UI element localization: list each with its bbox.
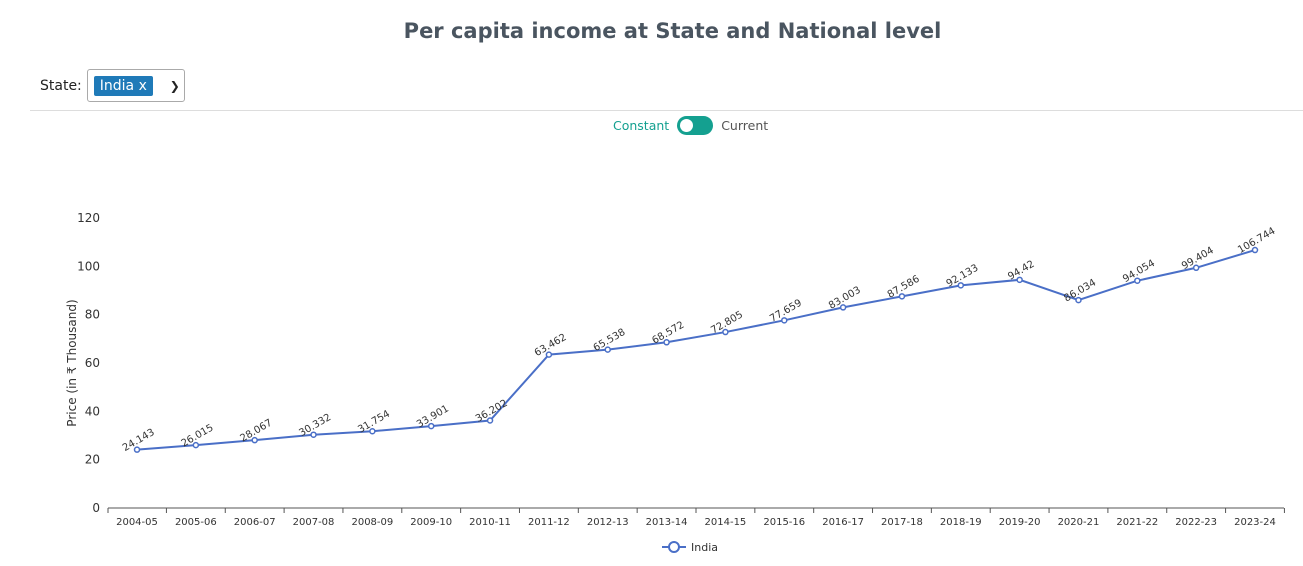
data-point — [722, 328, 729, 336]
x-tick-label: 2021-22 — [1116, 517, 1158, 528]
x-tick-label: 2006-07 — [234, 517, 276, 528]
toggle-label-current[interactable]: Current — [721, 118, 769, 133]
data-point — [1016, 276, 1023, 284]
x-tick-label: 2023-24 — [1234, 517, 1276, 528]
selected-state-tag[interactable]: India x — [93, 75, 153, 96]
x-tick-label: 2014-15 — [705, 517, 747, 528]
x-tick-label: 2010-11 — [469, 517, 511, 528]
chevron-down-icon[interactable]: ❯ — [169, 78, 180, 93]
x-tick-label: 2005-06 — [175, 517, 217, 528]
x-tick-label: 2004-05 — [116, 517, 158, 528]
series-line — [136, 249, 1256, 451]
data-point — [839, 304, 847, 311]
data-point — [1075, 296, 1082, 304]
price-toggle: Constant Current — [613, 116, 768, 135]
toggle-knob — [680, 119, 694, 132]
x-tick-label: 2020-21 — [1058, 517, 1100, 528]
data-point — [192, 441, 200, 449]
x-tick-label: 2019-20 — [999, 517, 1041, 528]
y-tick-label: 60 — [85, 356, 100, 370]
data-point — [251, 436, 258, 444]
data-point — [957, 282, 965, 289]
data-point — [604, 346, 611, 353]
data-point — [1251, 246, 1259, 254]
data-point — [1134, 277, 1141, 284]
data-point — [898, 293, 906, 300]
y-tick-label: 80 — [85, 308, 100, 322]
data-point — [369, 428, 376, 435]
toggle-switch[interactable] — [677, 116, 714, 135]
x-tick-label: 2017-18 — [881, 517, 923, 528]
x-tick-label: 2012-13 — [587, 517, 629, 528]
y-tick-label: 100 — [77, 259, 100, 273]
state-filter: State: India x ❯ — [40, 69, 185, 102]
data-point — [1192, 264, 1200, 272]
state-select[interactable]: India x ❯ — [86, 69, 185, 102]
y-tick-label: 0 — [92, 501, 100, 515]
x-tick-label: 2007-08 — [293, 517, 335, 528]
y-tick-label: 20 — [85, 453, 100, 467]
data-point — [781, 317, 788, 324]
x-tick-label: 2009-10 — [410, 517, 452, 528]
y-tick-label: 40 — [85, 404, 100, 418]
x-tick-label: 2011-12 — [528, 517, 570, 528]
data-point — [427, 422, 435, 430]
legend-marker — [668, 541, 680, 553]
x-tick-label: 2015-16 — [763, 517, 805, 528]
x-tick-label: 2018-19 — [940, 517, 982, 528]
legend-label: India — [691, 541, 718, 554]
x-tick-label: 2016-17 — [822, 517, 864, 528]
x-tick-label: 2013-14 — [646, 517, 688, 528]
state-label: State: — [40, 77, 82, 94]
x-tick-label: 2008-09 — [351, 517, 393, 528]
y-axis-label: Price (in ₹ Thousand) — [65, 299, 79, 426]
data-point — [663, 339, 670, 346]
x-tick-label: 2022-23 — [1175, 517, 1217, 528]
toggle-label-constant[interactable]: Constant — [613, 118, 670, 133]
data-point — [310, 431, 317, 438]
divider — [30, 110, 1303, 111]
data-point — [133, 446, 141, 453]
data-point — [486, 417, 494, 424]
y-tick-label: 120 — [77, 211, 100, 225]
data-point — [545, 351, 553, 358]
page-title: Per capita income at State and National … — [403, 19, 942, 43]
